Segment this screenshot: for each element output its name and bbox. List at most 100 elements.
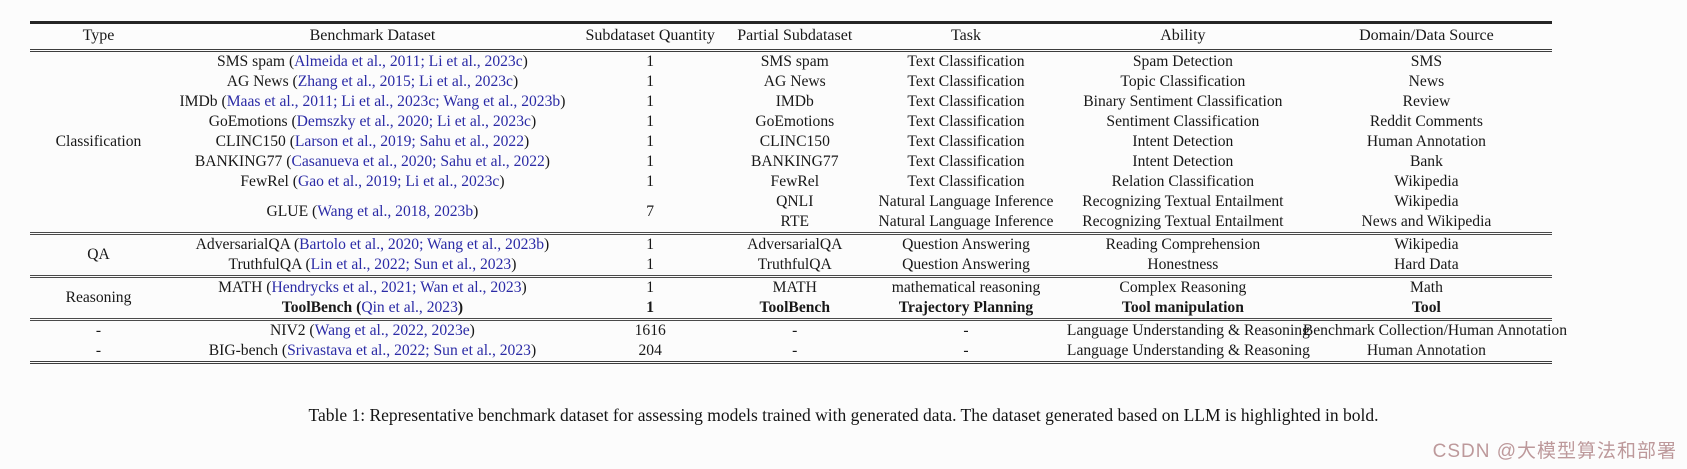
- quantity-cell: 1: [646, 152, 655, 170]
- quantity-cell: 1: [646, 172, 655, 190]
- benchmark-cell: BIG-bench (Srivastava et al., 2022; Sun …: [208, 341, 537, 359]
- partial-subdataset-cell: SMS spam: [760, 52, 829, 70]
- benchmark-table: Type Benchmark Dataset Subdataset Quanti…: [30, 21, 1567, 364]
- partial-subdataset-cell: RTE: [780, 212, 810, 230]
- ability-cell: Language Understanding & Reasoning: [1066, 341, 1310, 359]
- citation-link[interactable]: Larson et al., 2019; Sahu et al., 2022: [294, 132, 525, 150]
- domain-cell: Bank: [1409, 152, 1443, 170]
- table-row: QA AdversarialQA (Bartolo et al., 2020; W…: [30, 232, 1552, 277]
- benchmark-cell: GLUE (Wang et al., 2018, 2023b): [266, 202, 479, 220]
- ability-cell: Binary Sentiment Classification: [1083, 92, 1283, 110]
- domain-cell: Wikipedia: [1300, 232, 1552, 255]
- quantity-cell: 1: [646, 255, 655, 273]
- table-row: FewRel (Gao et al., 2019; Li et al., 202…: [30, 172, 1552, 192]
- header-partial-subdataset: Partial Subdataset: [722, 22, 868, 52]
- citation-link[interactable]: Casanueva et al., 2020; Sahu et al., 202…: [291, 152, 545, 170]
- dataset-name: MATH: [218, 278, 263, 296]
- benchmark-cell: AG News (Zhang et al., 2015; Li et al., …: [226, 72, 519, 90]
- partial-subdataset-cell: BANKING77: [751, 152, 839, 170]
- citation-link[interactable]: Wang et al., 2022, 2023e: [314, 321, 470, 339]
- partial-subdataset-cell: AG News: [763, 72, 826, 90]
- partial-subdataset-cell: -: [722, 318, 868, 341]
- quantity-cell: 1: [646, 132, 655, 150]
- table-row: GLUE (Wang et al., 2018, 2023b) 7 QNLI Natu…: [30, 192, 1552, 220]
- task-cell: mathematical reasoning: [867, 275, 1065, 298]
- quantity-cell: 1616: [577, 318, 723, 341]
- table-row: BANKING77 (Casanueva et al., 2020; Sahu …: [30, 152, 1552, 172]
- dataset-name: GLUE: [266, 202, 309, 220]
- ability-cell: Tool manipulation: [1121, 298, 1244, 316]
- quantity-cell: 1: [646, 298, 655, 316]
- quantity-cell: 7: [646, 202, 655, 220]
- benchmark-cell: TruthfulQA (Lin et al., 2022; Sun et al.…: [228, 255, 517, 273]
- citation-link[interactable]: Demszky et al., 2020; Li et al., 2023c: [296, 112, 531, 130]
- partial-subdataset-cell: CLINC150: [759, 132, 830, 150]
- partial-subdataset-cell: TruthfulQA: [757, 255, 832, 273]
- benchmark-cell: ToolBench (Qin et al., 2023): [281, 298, 464, 316]
- type-cell: QA: [30, 232, 167, 277]
- type-cell: Reasoning: [30, 275, 167, 320]
- table-row: RTE Natural Language Inference Recognizing…: [30, 212, 1552, 234]
- quantity-cell: 1: [646, 52, 655, 70]
- table-row: ToolBench (Qin et al., 2023) 1 ToolBench Tr…: [30, 298, 1552, 320]
- header-domain-data-source: Domain/Data Source: [1300, 22, 1552, 52]
- table-row: Reasoning MATH (Hendrycks et al., 2021; W…: [30, 275, 1552, 320]
- ability-cell: Complex Reasoning: [1064, 275, 1301, 298]
- domain-cell: Wikipedia: [1394, 192, 1459, 210]
- benchmark-cell: BANKING77 (Casanueva et al., 2020; Sahu …: [194, 152, 550, 170]
- partial-subdataset-cell: FewRel: [770, 172, 820, 190]
- header-subdataset-quantity: Subdataset Quantity: [577, 22, 723, 52]
- benchmark-cell: SMS spam (Almeida et al., 2011; Li et al…: [217, 52, 528, 70]
- domain-cell: Human Annotation: [1366, 341, 1486, 359]
- citation-link[interactable]: Wang et al., 2018, 2023b: [317, 202, 474, 220]
- quantity-cell: 1: [577, 232, 723, 255]
- citation-link[interactable]: Lin et al., 2022; Sun et al., 2023: [310, 255, 512, 273]
- citation-link[interactable]: Zhang et al., 2015; Li et al., 2023c: [297, 72, 513, 90]
- citation-link[interactable]: Maas et al., 2011; Li et al., 2023c; Wan…: [226, 92, 561, 110]
- benchmark-cell: GoEmotions (Demszky et al., 2020; Li et …: [208, 112, 537, 130]
- task-cell: Natural Language Inference: [878, 212, 1054, 230]
- table-row: Classification SMS spam (Almeida et al., …: [30, 51, 1552, 150]
- partial-subdataset-cell: ToolBench: [759, 298, 831, 316]
- task-cell: Question Answering: [867, 232, 1065, 255]
- domain-cell: Tool: [1411, 298, 1441, 316]
- header-ability: Ability: [1064, 22, 1301, 52]
- quantity-cell: 1: [646, 112, 655, 130]
- ability-cell: Recognizing Textual Entailment: [1082, 212, 1284, 230]
- ability-cell: Relation Classification: [1111, 172, 1255, 190]
- ability-cell: Honestness: [1147, 255, 1219, 273]
- dataset-name: BANKING77: [194, 152, 283, 170]
- ability-cell: Spam Detection: [1132, 52, 1233, 70]
- task-cell: Text Classification: [907, 92, 1025, 110]
- citation-link[interactable]: Gao et al., 2019; Li et al., 2023c: [297, 172, 500, 190]
- table-header-row: Type Benchmark Dataset Subdataset Quanti…: [30, 22, 1552, 52]
- citation-link[interactable]: Almeida et al., 2011; Li et al., 2023c: [294, 52, 523, 70]
- citation-link[interactable]: Bartolo et al., 2020; Wang et al., 2023b: [299, 235, 545, 253]
- task-cell: Text Classification: [907, 132, 1025, 150]
- table-row: - BIG-bench (Srivastava et al., 2022; Sun…: [30, 341, 1552, 363]
- benchmark-table-wrap: Type Benchmark Dataset Subdataset Quanti…: [30, 21, 1567, 364]
- header-benchmark-dataset: Benchmark Dataset: [166, 22, 578, 52]
- partial-subdataset-cell: GoEmotions: [755, 112, 835, 130]
- dataset-name: AG News: [226, 72, 289, 90]
- ability-cell: Language Understanding & Reasoning: [1064, 318, 1310, 341]
- domain-cell: SMS: [1410, 52, 1443, 70]
- task-cell: Text Classification: [907, 112, 1025, 130]
- domain-cell: Benchmark Collection/Human Annotation: [1300, 318, 1567, 341]
- benchmark-cell: IMDb (Maas et al., 2011; Li et al., 2023…: [179, 92, 566, 110]
- quantity-cell: 204: [638, 341, 662, 359]
- ability-cell: Reading Comprehension: [1064, 232, 1301, 255]
- table-row: AG News (Zhang et al., 2015; Li et al., …: [30, 72, 1552, 92]
- benchmark-cell: FewRel (Gao et al., 2019; Li et al., 202…: [240, 172, 505, 190]
- table-row: TruthfulQA (Lin et al., 2022; Sun et al.…: [30, 255, 1552, 277]
- domain-cell: News and Wikipedia: [1361, 212, 1492, 230]
- citation-link[interactable]: Hendrycks et al., 2021; Wan et al., 2023: [271, 278, 522, 296]
- domain-cell: Human Annotation: [1366, 132, 1486, 150]
- benchmark-cell: AdversarialQA (Bartolo et al., 2020; Wan…: [166, 232, 578, 255]
- citation-link[interactable]: Qin et al., 2023: [361, 298, 458, 316]
- partial-subdataset-cell: AdversarialQA: [722, 232, 868, 255]
- task-cell: Text Classification: [907, 152, 1025, 170]
- dataset-name: CLINC150: [215, 132, 286, 150]
- citation-link[interactable]: Srivastava et al., 2022; Sun et al., 202…: [287, 341, 531, 359]
- dataset-name: TruthfulQA: [228, 255, 302, 273]
